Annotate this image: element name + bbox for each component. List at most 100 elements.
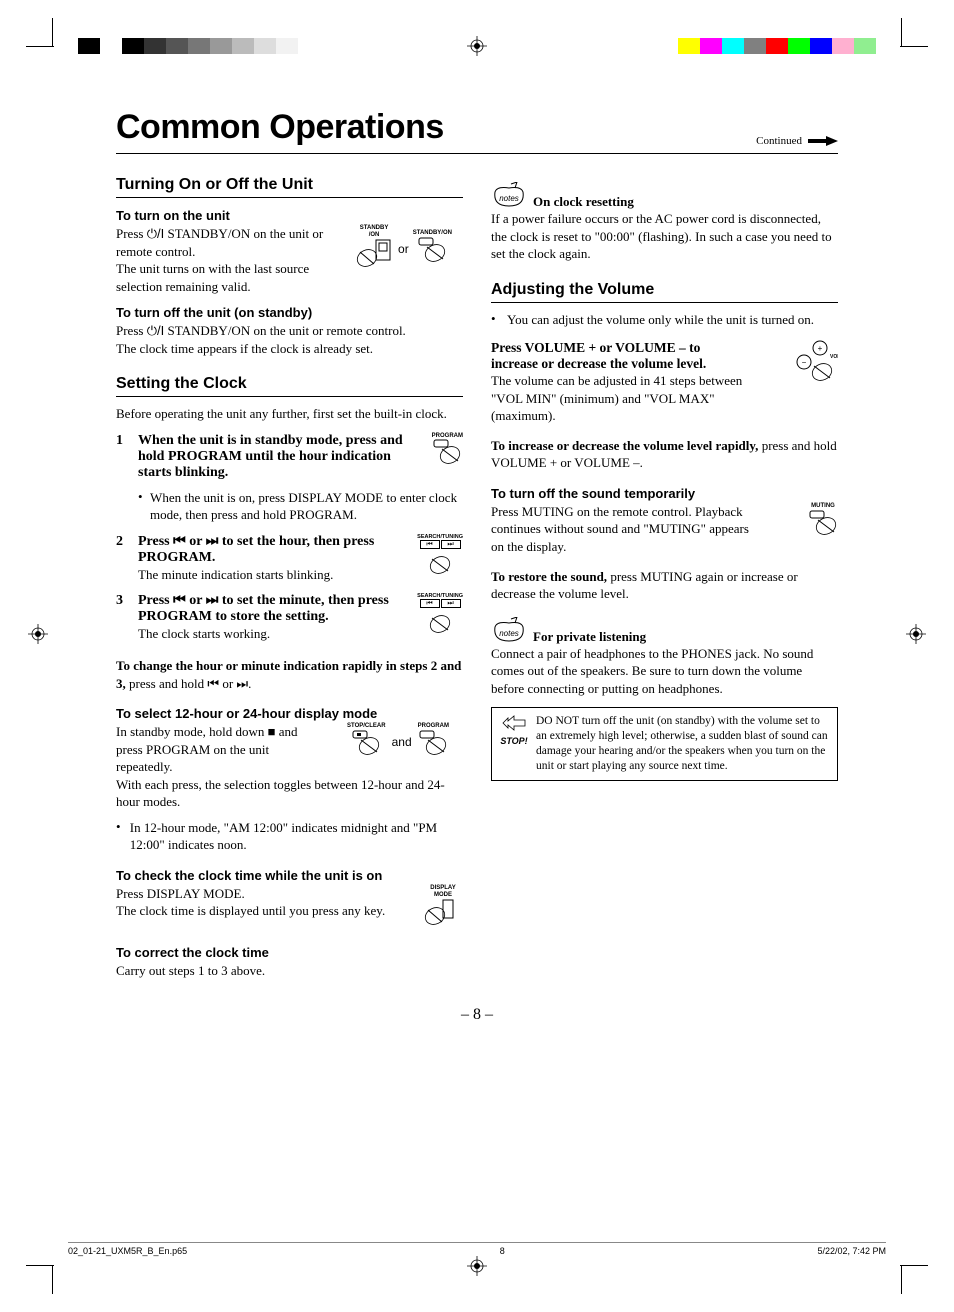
- footer-page: 8: [500, 1246, 505, 1256]
- bullet-icon: •: [138, 489, 144, 524]
- stopclear-label: STOP/CLEAR: [347, 723, 386, 730]
- section-heading: Setting the Clock: [116, 375, 463, 397]
- search-tuning-diagram: SEARCH/TUNING ⏮⏭: [417, 593, 463, 639]
- subheading: To check the clock time while the unit i…: [116, 868, 463, 883]
- notes-title: On clock resetting: [533, 194, 634, 210]
- body-text: In 12-hour mode, "AM 12:00" indicates mi…: [130, 819, 463, 854]
- volume-button-diagram: + − VOLUME: [792, 340, 838, 389]
- body-text: Press MUTING on the remote control. Play…: [491, 503, 751, 556]
- grayscale-calibration-bar: [78, 38, 298, 54]
- remote-button-icon: [417, 237, 447, 263]
- crop-mark: [901, 18, 902, 46]
- notes-icon: notes: [491, 182, 527, 210]
- step-text: Press ⏮ or ⏭ to set the hour, then press…: [138, 534, 463, 566]
- footer-filename: 02_01-21_UXM5R_B_En.p65: [68, 1246, 187, 1256]
- body-text: You can adjust the volume only while the…: [507, 311, 814, 329]
- continued-arrow-icon: [808, 136, 838, 146]
- subheading: To correct the clock time: [116, 945, 463, 960]
- muting-label: MUTING: [808, 503, 838, 510]
- body-text: Press DISPLAY MODE. The clock time is di…: [116, 885, 463, 920]
- search-tuning-diagram: SEARCH/TUNING ⏮⏭: [417, 534, 463, 580]
- warning-text: DO NOT turn off the unit (on standby) wi…: [536, 714, 829, 774]
- svg-text:VOLUME: VOLUME: [830, 354, 838, 360]
- remote-button-icon: [425, 551, 455, 577]
- page-title: Common Operations: [116, 108, 444, 147]
- notes-icon: notes: [491, 617, 527, 645]
- or-label: or: [398, 242, 409, 256]
- color-calibration-bar: [678, 38, 876, 54]
- notes-title: For private listening: [533, 629, 646, 645]
- crop-mark: [900, 1265, 928, 1266]
- remote-button-icon: [432, 439, 462, 465]
- crop-mark: [52, 1266, 53, 1294]
- step-text: When the unit is in standby mode, press …: [138, 433, 463, 481]
- display-mode-diagram: DISPLAY MODE: [423, 885, 463, 931]
- volume-instruction: Press VOLUME + or VOLUME – to increase o…: [491, 340, 721, 372]
- crop-mark: [26, 46, 54, 47]
- crop-mark: [900, 46, 928, 47]
- svg-text:+: +: [818, 344, 823, 353]
- left-column: Turning On or Off the Unit To turn on th…: [116, 176, 463, 980]
- standby-label: STANDBY/ON: [413, 230, 452, 237]
- svg-text:notes: notes: [499, 194, 519, 203]
- crop-mark: [901, 1266, 902, 1294]
- program-label: PROGRAM: [418, 723, 449, 730]
- standby-button-diagram: STANDBY /ON or STANDBY/ON: [343, 225, 463, 273]
- registration-mark-icon: [906, 624, 926, 644]
- program-button-diagram: PROGRAM: [432, 433, 463, 469]
- body-text: Before operating the unit any further, f…: [116, 405, 463, 423]
- section-heading: Turning On or Off the Unit: [116, 176, 463, 198]
- stop-icon: STOP!: [500, 714, 528, 774]
- right-column: notes On clock resetting If a power fail…: [491, 176, 838, 980]
- bullet-icon: •: [491, 311, 501, 329]
- subheading: To turn off the sound temporarily: [491, 486, 838, 501]
- footer-datetime: 5/22/02, 7:42 PM: [817, 1246, 886, 1256]
- crop-mark: [52, 18, 53, 46]
- body-text: To restore the sound, press MUTING again…: [491, 568, 838, 603]
- print-footer: 02_01-21_UXM5R_B_En.p65 8 5/22/02, 7:42 …: [68, 1242, 886, 1256]
- body-text: Press ⏻/I STANDBY/ON on the unit or remo…: [116, 322, 463, 357]
- step-number: 3: [116, 593, 128, 643]
- muting-button-diagram: MUTING: [808, 503, 838, 541]
- continued-label: Continued: [756, 135, 802, 147]
- stop-program-diagram: STOP/CLEAR and PROGRAM: [333, 723, 463, 761]
- step-number: 1: [116, 433, 128, 481]
- body-text: If a power failure occurs or the AC powe…: [491, 210, 838, 263]
- unit-button-icon: [354, 238, 394, 268]
- display-mode-label: DISPLAY MODE: [423, 885, 463, 898]
- remote-button-icon: [418, 730, 448, 756]
- body-text: The clock starts working.: [138, 625, 463, 643]
- registration-mark-icon: [467, 1256, 487, 1276]
- body-text: To change the hour or minute indication …: [116, 657, 463, 692]
- svg-text:−: −: [802, 358, 807, 367]
- registration-mark-icon: [467, 36, 487, 56]
- step-text: Press ⏮ or ⏭ to set the minute, then pre…: [138, 593, 463, 625]
- program-label: PROGRAM: [432, 433, 463, 440]
- page-content: Common Operations Continued Turning On o…: [116, 108, 838, 1024]
- body-text: Carry out steps 1 to 3 above.: [116, 962, 463, 980]
- section-heading: Adjusting the Volume: [491, 281, 838, 303]
- body-text: The minute indication starts blinking.: [138, 566, 463, 584]
- remote-button-icon: [351, 730, 381, 756]
- body-text: When the unit is on, press DISPLAY MODE …: [150, 489, 463, 524]
- step-number: 2: [116, 534, 128, 584]
- crop-mark: [26, 1265, 54, 1266]
- page-number: – 8 –: [116, 1006, 838, 1024]
- standby-label: STANDBY /ON: [354, 225, 394, 238]
- unit-button-icon: [423, 898, 463, 926]
- remote-button-icon: [808, 510, 838, 536]
- svg-text:notes: notes: [499, 629, 519, 638]
- remote-button-icon: [425, 610, 455, 636]
- bullet-icon: •: [116, 819, 124, 854]
- subheading: To select 12-hour or 24-hour display mod…: [116, 706, 463, 721]
- and-label: and: [392, 735, 412, 749]
- subheading: To turn off the unit (on standby): [116, 305, 463, 320]
- volume-icon: + − VOLUME: [792, 340, 838, 384]
- body-text: To increase or decrease the volume level…: [491, 437, 838, 472]
- registration-mark-icon: [28, 624, 48, 644]
- warning-box: STOP! DO NOT turn off the unit (on stand…: [491, 707, 838, 781]
- continued-indicator: Continued: [756, 135, 838, 147]
- subheading: To turn on the unit: [116, 208, 463, 223]
- body-text: The volume can be adjusted in 41 steps b…: [491, 372, 751, 425]
- body-text: Connect a pair of headphones to the PHON…: [491, 645, 838, 698]
